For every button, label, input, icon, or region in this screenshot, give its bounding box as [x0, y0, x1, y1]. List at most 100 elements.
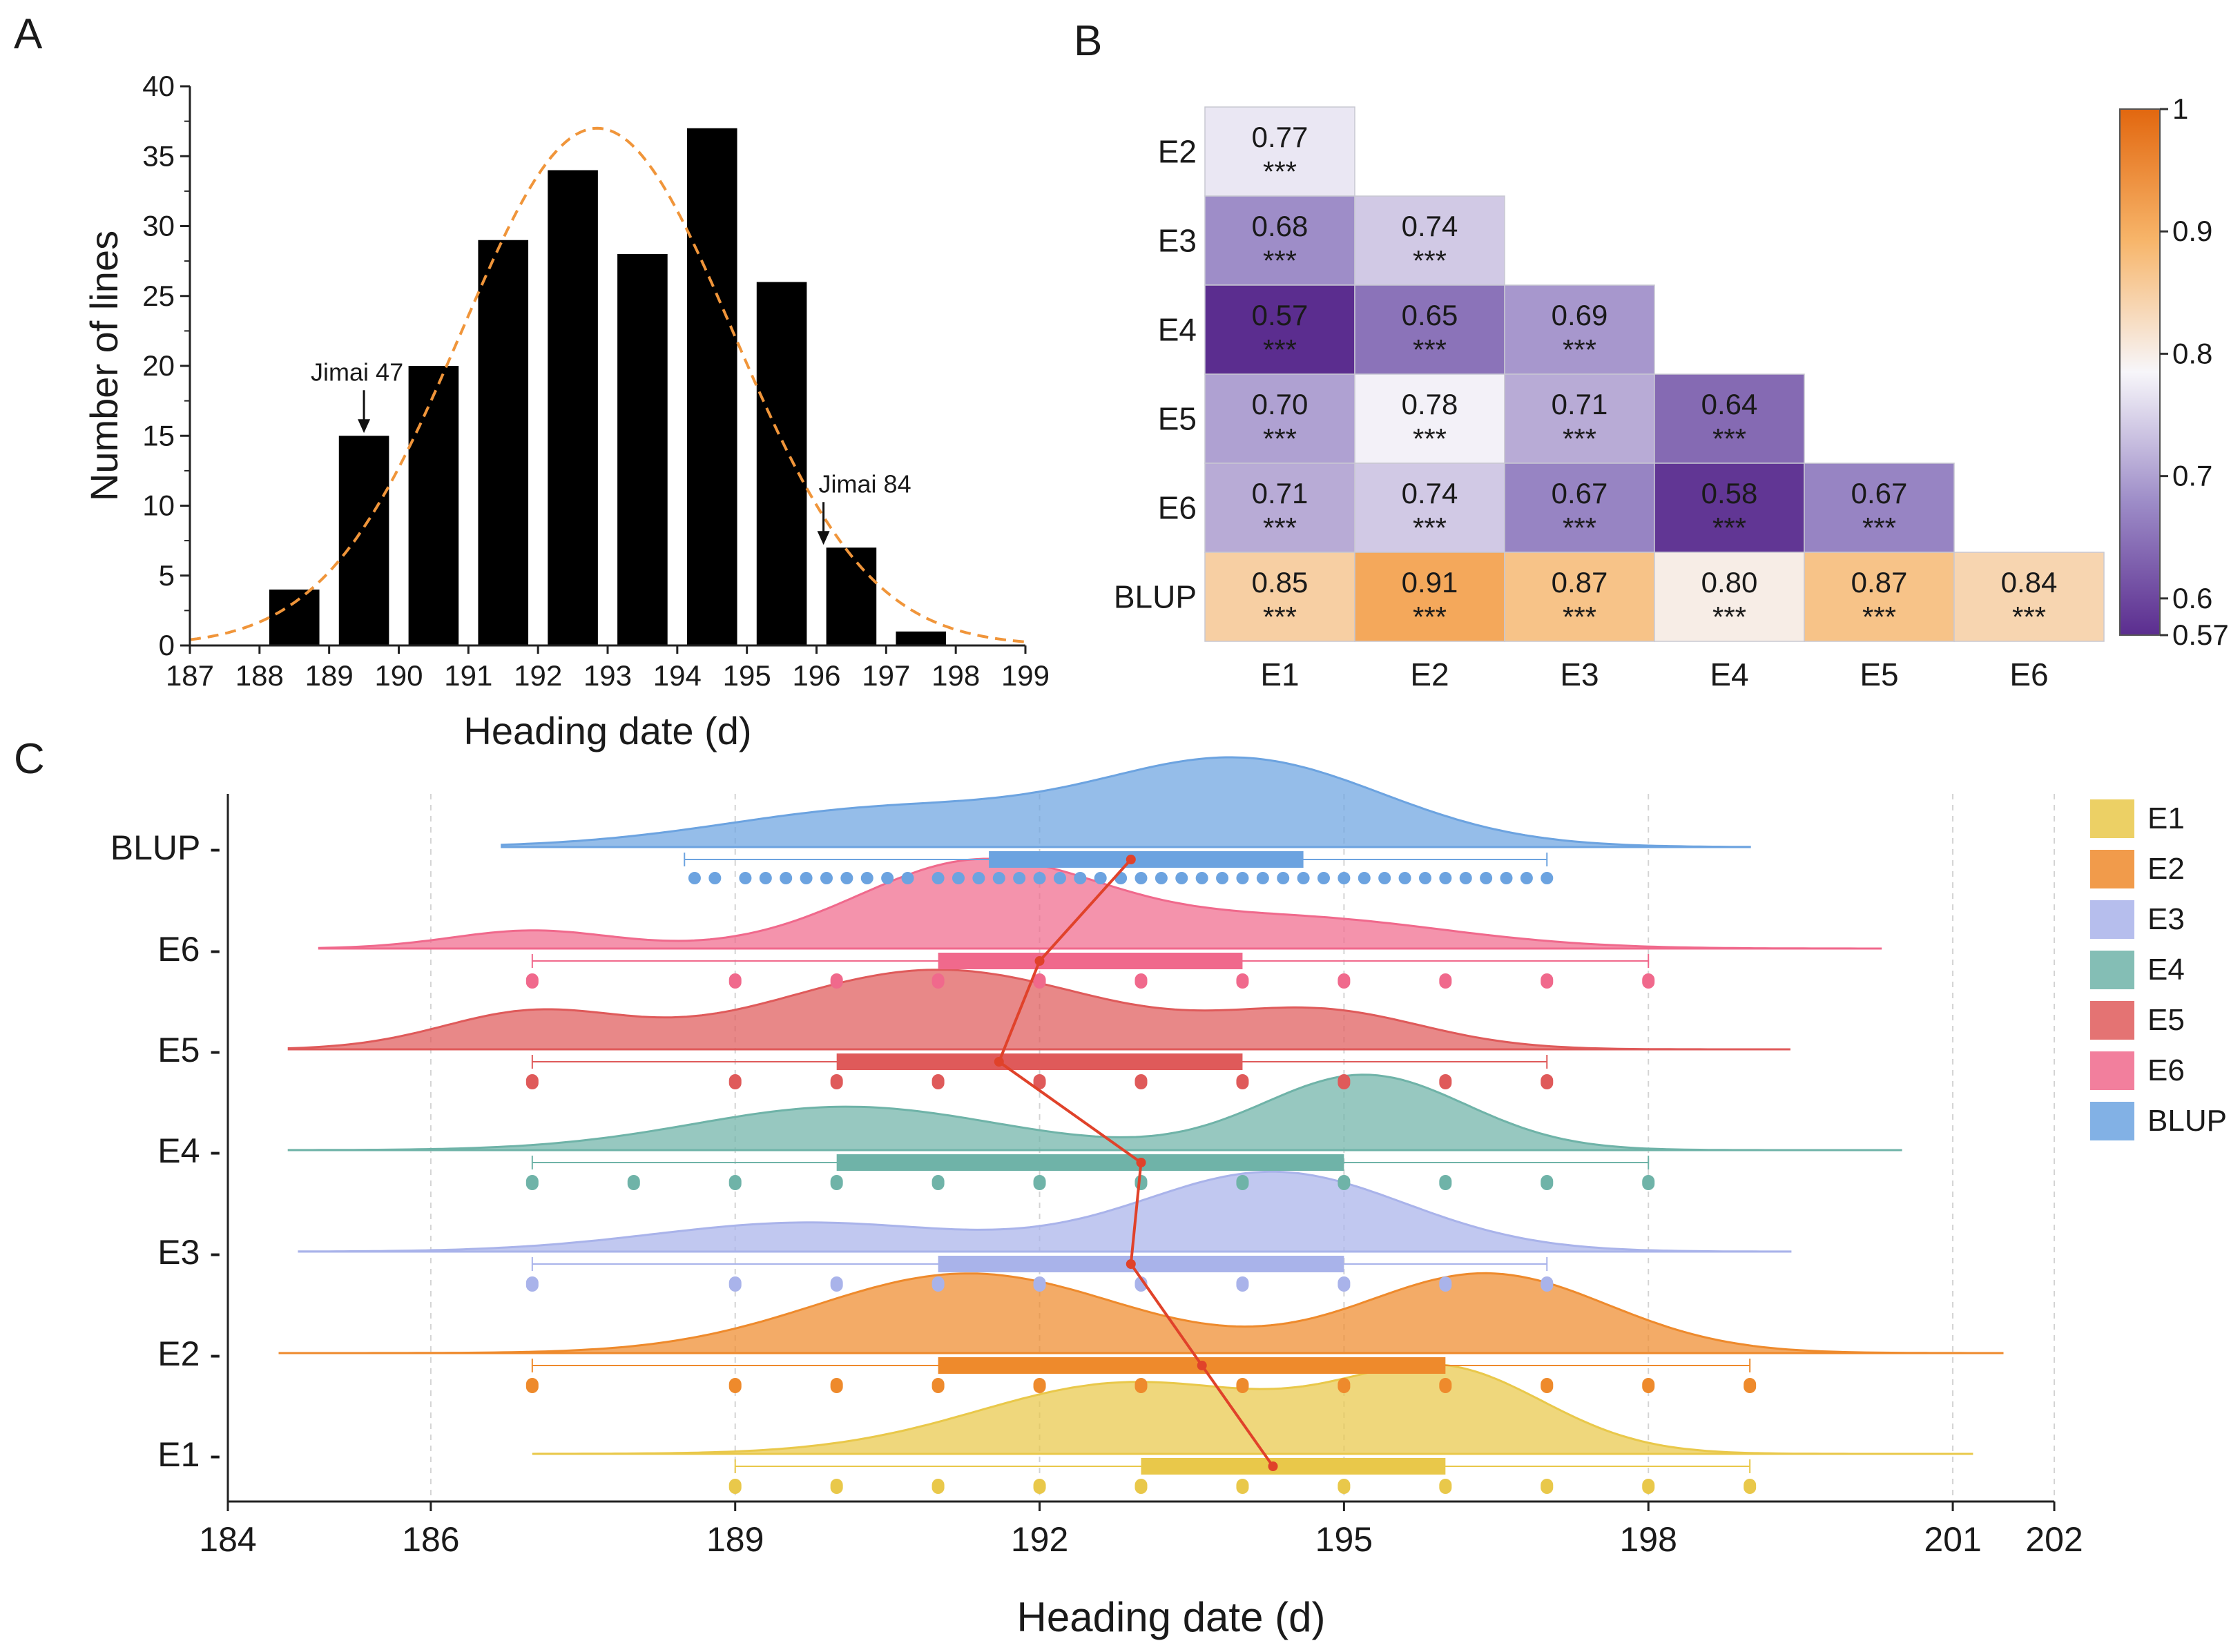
correlation-heatmap-panel: 0.77***0.68***0.74***0.57***0.65***0.69*… [1114, 93, 2229, 692]
row-label: E3 [1158, 223, 1197, 259]
raw-point [1541, 1276, 1554, 1292]
cell-significance: *** [1263, 422, 1297, 455]
raw-point [1297, 872, 1310, 884]
row-label: BLUP [1114, 579, 1197, 615]
cell-value: 0.64 [1701, 388, 1758, 420]
legend-label: E1 [2147, 801, 2185, 835]
density-cloud [278, 1272, 2004, 1354]
column-label: E5 [1860, 657, 1898, 692]
x-tick-label: 189 [305, 659, 354, 692]
raw-point [728, 1378, 742, 1393]
heatmap-cell [1804, 463, 1955, 553]
x-tick-label: 187 [166, 659, 214, 692]
cell-significance: *** [1862, 601, 1896, 633]
raw-point [1642, 1175, 1655, 1190]
cell-value: 0.85 [1252, 566, 1309, 599]
colorbar-tick-label: 0.9 [2172, 215, 2212, 247]
y-tick-label: E2 - [157, 1334, 221, 1373]
cell-significance: *** [1263, 601, 1297, 633]
raw-point [1236, 1074, 1249, 1089]
series-e6 [318, 857, 1882, 989]
x-tick-label: 197 [862, 659, 910, 692]
y-axis-title: Number of lines [82, 231, 126, 501]
heatmap-cell [1204, 106, 1355, 197]
raw-point [1358, 872, 1371, 884]
raw-point [780, 872, 793, 884]
mean-point [1126, 1259, 1136, 1269]
raw-point [1338, 872, 1351, 884]
y-tick-label: 15 [142, 419, 175, 451]
raw-point [1236, 1378, 1249, 1393]
raw-point [800, 872, 813, 884]
density-cloud [287, 1073, 1902, 1151]
heatmap-cell [1654, 373, 1805, 464]
histogram-panel: 187 188 189 190 191 192 193 194 195 196 197 198 199 0… [82, 70, 1050, 752]
colorbar-tick-label: 0.57 [2172, 619, 2229, 651]
raincloud-panel: 184 186 189 192 195 198 201 202 E1 - E2 - E3 - E4 -… [110, 756, 2227, 1640]
raw-point [1013, 872, 1026, 884]
colorbar [2119, 108, 2161, 636]
raw-point [728, 1276, 742, 1292]
raw-point [1338, 1479, 1351, 1494]
cell-value: 0.69 [1552, 299, 1608, 331]
raw-point [1418, 872, 1431, 884]
annotation-label: Jimai 47 [311, 358, 403, 386]
histogram-bar [548, 170, 598, 645]
legend-label: E3 [2147, 902, 2185, 936]
cell-significance: *** [1563, 333, 1596, 366]
histogram-bar [408, 366, 459, 645]
heatmap-cell [1504, 463, 1655, 553]
x-tick-label: 194 [653, 659, 702, 692]
x-tick-label: 184 [199, 1520, 256, 1559]
legend-label: E6 [2147, 1053, 2185, 1087]
x-tick-label: 193 [583, 659, 632, 692]
legend-swatch [2090, 900, 2134, 939]
y-tick-label: E6 - [157, 930, 221, 969]
heatmap-cell [1354, 552, 1505, 642]
raw-point [1135, 1378, 1148, 1393]
raw-point [525, 1276, 539, 1292]
column-label: E4 [1710, 657, 1748, 692]
raw-point [1744, 1479, 1757, 1494]
x-tick-label: 190 [374, 659, 423, 692]
raw-point [728, 1074, 742, 1089]
cell-significance: *** [1263, 512, 1297, 544]
cell-significance: *** [1263, 244, 1297, 277]
heatmap-cell [1204, 373, 1355, 464]
y-tick-label: 40 [142, 70, 175, 102]
cell-value: 0.80 [1701, 566, 1758, 599]
iqr-box [1141, 1458, 1446, 1475]
raw-point [1541, 1175, 1554, 1190]
raw-point [830, 1479, 843, 1494]
panel-label-c: C [14, 735, 45, 783]
raw-point [881, 872, 894, 884]
raw-point [1541, 1378, 1554, 1393]
raw-point [1135, 1074, 1148, 1089]
raw-point [1439, 1276, 1452, 1292]
heatmap-cell [1953, 552, 2105, 642]
cell-value: 0.84 [2001, 566, 2058, 599]
column-label: E3 [1560, 657, 1599, 692]
cell-value: 0.57 [1252, 299, 1309, 331]
raw-point [1541, 872, 1554, 884]
column-label: E1 [1260, 657, 1299, 692]
series-e4 [287, 1073, 1902, 1190]
raw-point [1053, 872, 1066, 884]
raw-point [830, 1175, 843, 1190]
iqr-box [989, 851, 1304, 868]
raw-point [1439, 1074, 1452, 1089]
cell-significance: *** [1413, 244, 1447, 277]
raw-point [1195, 872, 1208, 884]
histogram-bar [686, 128, 737, 645]
cell-significance: *** [1712, 512, 1746, 544]
y-tick-label: 30 [142, 210, 175, 242]
y-tick-label: 20 [142, 349, 175, 382]
raw-point [1541, 1074, 1554, 1089]
x-tick-label: 195 [723, 659, 771, 692]
heatmap-cell [1504, 552, 1655, 642]
legend-label: BLUP [2147, 1104, 2227, 1138]
raw-point [931, 1479, 945, 1494]
raw-point [1541, 1479, 1554, 1494]
cell-value: 0.71 [1252, 477, 1309, 509]
heatmap-cell [1354, 195, 1505, 286]
